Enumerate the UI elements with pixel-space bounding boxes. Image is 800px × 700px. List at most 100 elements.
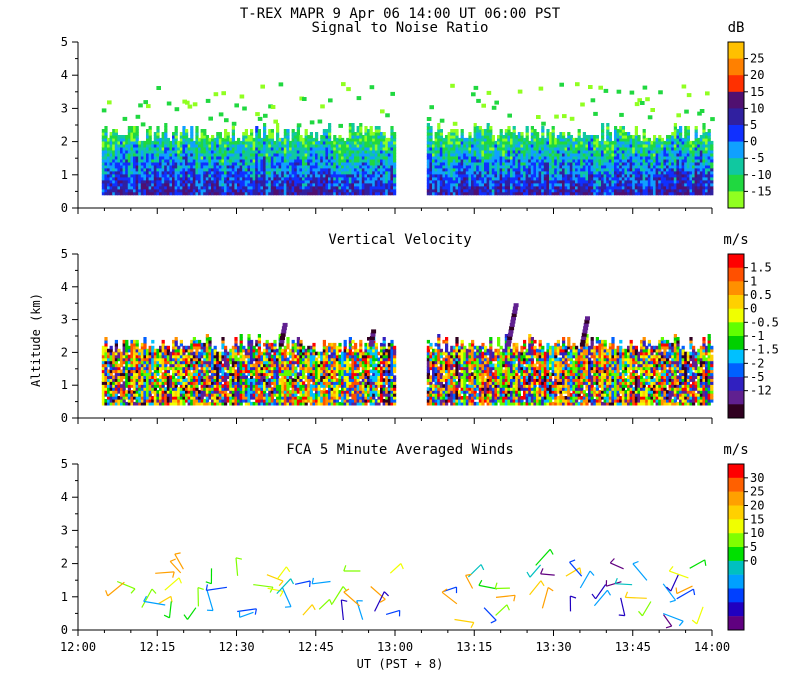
heatmap-cell	[694, 155, 698, 160]
heatmap-cell	[278, 140, 282, 145]
heatmap-cell	[211, 185, 215, 190]
heatmap-cell	[666, 185, 670, 190]
heatmap-cell	[572, 173, 576, 178]
heatmap-cell	[692, 152, 696, 157]
heatmap-cell	[491, 182, 495, 187]
heatmap-cell	[645, 140, 649, 145]
colorbar-label: -10	[750, 168, 772, 182]
heatmap-cell	[211, 149, 215, 154]
heatmap-cell	[304, 129, 308, 133]
heatmap-cell	[120, 173, 124, 178]
heatmap-cell	[476, 135, 480, 139]
heatmap-cell	[187, 155, 191, 160]
heatmap-cell	[549, 176, 553, 181]
heatmap-cell	[351, 149, 355, 154]
heatmap-cell	[580, 161, 584, 166]
heatmap-cell	[346, 179, 350, 184]
heatmap-cell	[250, 176, 254, 181]
heatmap-cell	[278, 170, 282, 175]
heatmap-cell	[354, 137, 358, 142]
heatmap-cell	[699, 188, 703, 193]
heatmap-cell	[172, 140, 176, 145]
heatmap-cell	[543, 170, 547, 175]
heatmap-cell	[127, 170, 131, 175]
heatmap-cell	[525, 173, 529, 178]
heatmap-cell	[161, 173, 165, 178]
heatmap-cell	[621, 129, 625, 133]
heatmap-cell	[200, 179, 204, 184]
heatmap-cell	[686, 173, 690, 178]
heatmap-cell	[146, 164, 150, 169]
heatmap-cell	[359, 161, 363, 166]
heatmap-cell	[218, 188, 222, 193]
heatmap-cell	[135, 182, 139, 187]
heatmap-cell	[697, 143, 701, 148]
heatmap-cell	[335, 161, 339, 166]
heatmap-cell	[382, 152, 386, 157]
heatmap-cell	[684, 152, 688, 157]
heatmap-cell	[543, 173, 547, 178]
heatmap-cell	[190, 126, 194, 130]
heatmap-cell	[203, 137, 207, 142]
heatmap-cell	[239, 146, 243, 151]
heatmap-cell	[697, 111, 702, 116]
heatmap-cell	[385, 137, 389, 142]
heatmap-cell	[109, 167, 113, 172]
heatmap-cell	[156, 191, 160, 196]
heatmap-cell	[663, 161, 667, 166]
heatmap-cell	[317, 185, 321, 190]
heatmap-cell	[159, 155, 163, 160]
heatmap-cell	[450, 182, 454, 187]
heatmap-cell	[374, 191, 378, 196]
heatmap-cell	[629, 185, 633, 190]
heatmap-cells	[101, 82, 715, 196]
heatmap-cell	[270, 140, 274, 145]
heatmap-cell	[187, 164, 191, 169]
heatmap-cell	[338, 167, 342, 172]
heatmap-cell	[660, 167, 664, 172]
heatmap-cell	[684, 132, 688, 136]
heatmap-cell	[114, 360, 118, 365]
heatmap-cell	[473, 129, 477, 133]
heatmap-cell	[585, 137, 589, 142]
heatmap-cell	[569, 135, 573, 139]
heatmap-cell	[148, 132, 152, 136]
heatmap-cell	[101, 375, 105, 379]
heatmap-cell	[476, 129, 480, 133]
heatmap-cell	[530, 135, 534, 139]
heatmap-cell	[510, 152, 514, 157]
heatmap-cell	[580, 102, 585, 107]
heatmap-cell	[247, 188, 251, 193]
heatmap-cell	[562, 146, 566, 151]
heatmap-cell	[546, 167, 550, 172]
heatmap-cell	[564, 170, 568, 175]
heatmap-cell	[315, 143, 319, 148]
heatmap-cell	[120, 399, 124, 403]
heatmap-cell	[611, 173, 615, 178]
heatmap-cell	[273, 155, 277, 160]
heatmap-cell	[491, 164, 495, 169]
heatmap-cell	[380, 135, 384, 139]
heatmap-cell	[101, 179, 105, 184]
heatmap-cell	[182, 143, 186, 148]
heatmap-cell	[380, 152, 384, 157]
heatmap-cell	[549, 173, 553, 178]
heatmap-cell	[689, 185, 693, 190]
heatmap-cell	[710, 152, 714, 157]
heatmap-cell	[120, 387, 124, 391]
heatmap-cell	[468, 152, 472, 157]
heatmap-cell	[673, 129, 677, 133]
heatmap-cell	[367, 143, 371, 148]
heatmap-cell	[174, 173, 178, 178]
heatmap-cell	[291, 129, 295, 133]
heatmap-cell	[278, 164, 282, 169]
heatmap-cell	[471, 152, 475, 157]
heatmap-cell	[112, 164, 116, 169]
heatmap-cell	[450, 143, 454, 148]
heatmap-cell	[564, 140, 568, 145]
heatmap-cell	[426, 164, 430, 169]
heatmap-cell	[601, 185, 605, 190]
heatmap-cell	[333, 191, 337, 196]
heatmap-cell	[447, 137, 451, 142]
heatmap-cell	[608, 149, 612, 154]
